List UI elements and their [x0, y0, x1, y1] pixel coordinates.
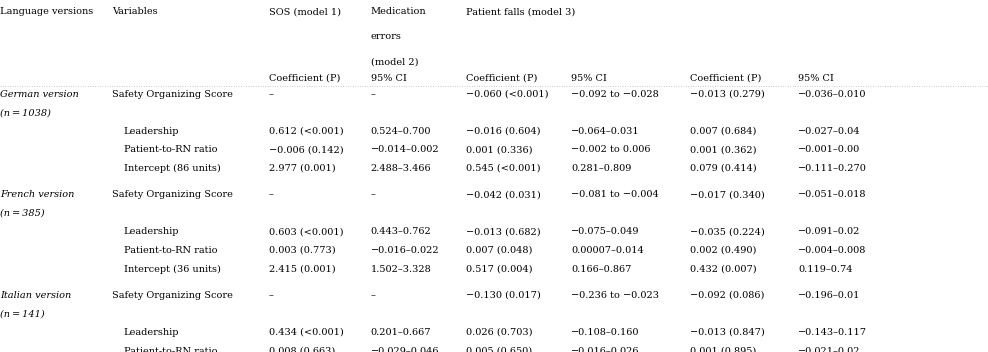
Text: 0.003 (0.773): 0.003 (0.773) — [269, 246, 335, 255]
Text: −0.013 (0.682): −0.013 (0.682) — [466, 227, 541, 237]
Text: Intercept (86 units): Intercept (86 units) — [124, 164, 220, 173]
Text: −0.051–0.018: −0.051–0.018 — [798, 190, 866, 200]
Text: −0.016–0.022: −0.016–0.022 — [370, 246, 439, 255]
Text: −0.091–0.02: −0.091–0.02 — [798, 227, 861, 237]
Text: −0.021–0.02: −0.021–0.02 — [798, 346, 861, 352]
Text: 2.488–3.466: 2.488–3.466 — [370, 164, 431, 173]
Text: Leadership: Leadership — [124, 227, 179, 237]
Text: 0.443–0.762: 0.443–0.762 — [370, 227, 431, 237]
Text: Variables: Variables — [112, 7, 157, 16]
Text: 95% CI: 95% CI — [798, 74, 834, 83]
Text: Medication: Medication — [370, 7, 426, 16]
Text: −0.016–0.026: −0.016–0.026 — [571, 346, 639, 352]
Text: (n = 1038): (n = 1038) — [0, 108, 50, 118]
Text: −0.042 (0.031): −0.042 (0.031) — [466, 190, 541, 200]
Text: −0.016 (0.604): −0.016 (0.604) — [466, 127, 540, 136]
Text: −0.006 (0.142): −0.006 (0.142) — [269, 145, 344, 155]
Text: Safety Organizing Score: Safety Organizing Score — [112, 190, 232, 200]
Text: –: – — [370, 190, 375, 200]
Text: 0.603 (<0.001): 0.603 (<0.001) — [269, 227, 343, 237]
Text: −0.092 to −0.028: −0.092 to −0.028 — [571, 90, 659, 99]
Text: 0.008 (0.663): 0.008 (0.663) — [269, 346, 335, 352]
Text: Coefficient (P): Coefficient (P) — [269, 74, 340, 83]
Text: −0.081 to −0.004: −0.081 to −0.004 — [571, 190, 659, 200]
Text: Safety Organizing Score: Safety Organizing Score — [112, 291, 232, 300]
Text: 0.001 (0.895): 0.001 (0.895) — [690, 346, 756, 352]
Text: –: – — [269, 190, 274, 200]
Text: 0.281–0.809: 0.281–0.809 — [571, 164, 631, 173]
Text: SOS (model 1): SOS (model 1) — [269, 7, 341, 16]
Text: −0.002 to 0.006: −0.002 to 0.006 — [571, 145, 650, 155]
Text: (n = 141): (n = 141) — [0, 309, 44, 319]
Text: −0.092 (0.086): −0.092 (0.086) — [690, 291, 764, 300]
Text: 2.415 (0.001): 2.415 (0.001) — [269, 264, 335, 274]
Text: –: – — [370, 291, 375, 300]
Text: 0.079 (0.414): 0.079 (0.414) — [690, 164, 756, 173]
Text: −0.236 to −0.023: −0.236 to −0.023 — [571, 291, 659, 300]
Text: 95% CI: 95% CI — [571, 74, 607, 83]
Text: 0.007 (0.684): 0.007 (0.684) — [690, 127, 756, 136]
Text: Leadership: Leadership — [124, 127, 179, 136]
Text: Intercept (36 units): Intercept (36 units) — [124, 264, 220, 274]
Text: −0.004–0.008: −0.004–0.008 — [798, 246, 866, 255]
Text: 0.612 (<0.001): 0.612 (<0.001) — [269, 127, 344, 136]
Text: 0.002 (0.490): 0.002 (0.490) — [690, 246, 756, 255]
Text: 0.434 (<0.001): 0.434 (<0.001) — [269, 328, 344, 337]
Text: 0.00007–0.014: 0.00007–0.014 — [571, 246, 644, 255]
Text: −0.013 (0.847): −0.013 (0.847) — [690, 328, 765, 337]
Text: −0.027–0.04: −0.027–0.04 — [798, 127, 861, 136]
Text: −0.013 (0.279): −0.013 (0.279) — [690, 90, 765, 99]
Text: −0.108–0.160: −0.108–0.160 — [571, 328, 639, 337]
Text: −0.130 (0.017): −0.130 (0.017) — [466, 291, 541, 300]
Text: −0.001–0.00: −0.001–0.00 — [798, 145, 861, 155]
Text: Patient-to-RN ratio: Patient-to-RN ratio — [124, 346, 217, 352]
Text: (model 2): (model 2) — [370, 58, 418, 67]
Text: errors: errors — [370, 32, 401, 42]
Text: –: – — [370, 90, 375, 99]
Text: −0.036–0.010: −0.036–0.010 — [798, 90, 866, 99]
Text: −0.060 (<0.001): −0.060 (<0.001) — [466, 90, 549, 99]
Text: –: – — [269, 291, 274, 300]
Text: −0.035 (0.224): −0.035 (0.224) — [690, 227, 765, 237]
Text: −0.196–0.01: −0.196–0.01 — [798, 291, 861, 300]
Text: 0.432 (0.007): 0.432 (0.007) — [690, 264, 756, 274]
Text: (n = 385): (n = 385) — [0, 209, 44, 218]
Text: 95% CI: 95% CI — [370, 74, 406, 83]
Text: Coefficient (P): Coefficient (P) — [690, 74, 761, 83]
Text: Coefficient (P): Coefficient (P) — [466, 74, 537, 83]
Text: −0.111–0.270: −0.111–0.270 — [798, 164, 867, 173]
Text: Language versions: Language versions — [0, 7, 93, 16]
Text: −0.075–0.049: −0.075–0.049 — [571, 227, 639, 237]
Text: Patient falls (model 3): Patient falls (model 3) — [466, 7, 576, 16]
Text: 0.201–0.667: 0.201–0.667 — [370, 328, 431, 337]
Text: 0.001 (0.336): 0.001 (0.336) — [466, 145, 533, 155]
Text: French version: French version — [0, 190, 74, 200]
Text: –: – — [269, 90, 274, 99]
Text: 1.502–3.328: 1.502–3.328 — [370, 264, 431, 274]
Text: −0.029–0.046: −0.029–0.046 — [370, 346, 439, 352]
Text: 0.545 (<0.001): 0.545 (<0.001) — [466, 164, 540, 173]
Text: Safety Organizing Score: Safety Organizing Score — [112, 90, 232, 99]
Text: German version: German version — [0, 90, 79, 99]
Text: 0.517 (0.004): 0.517 (0.004) — [466, 264, 533, 274]
Text: Patient-to-RN ratio: Patient-to-RN ratio — [124, 145, 217, 155]
Text: Leadership: Leadership — [124, 328, 179, 337]
Text: 0.001 (0.362): 0.001 (0.362) — [690, 145, 756, 155]
Text: −0.017 (0.340): −0.017 (0.340) — [690, 190, 765, 200]
Text: 2.977 (0.001): 2.977 (0.001) — [269, 164, 335, 173]
Text: Patient-to-RN ratio: Patient-to-RN ratio — [124, 246, 217, 255]
Text: 0.119–0.74: 0.119–0.74 — [798, 264, 853, 274]
Text: −0.014–0.002: −0.014–0.002 — [370, 145, 439, 155]
Text: 0.524–0.700: 0.524–0.700 — [370, 127, 431, 136]
Text: −0.064–0.031: −0.064–0.031 — [571, 127, 639, 136]
Text: 0.007 (0.048): 0.007 (0.048) — [466, 246, 533, 255]
Text: Italian version: Italian version — [0, 291, 71, 300]
Text: −0.143–0.117: −0.143–0.117 — [798, 328, 867, 337]
Text: 0.026 (0.703): 0.026 (0.703) — [466, 328, 533, 337]
Text: 0.005 (0.650): 0.005 (0.650) — [466, 346, 533, 352]
Text: 0.166–0.867: 0.166–0.867 — [571, 264, 631, 274]
